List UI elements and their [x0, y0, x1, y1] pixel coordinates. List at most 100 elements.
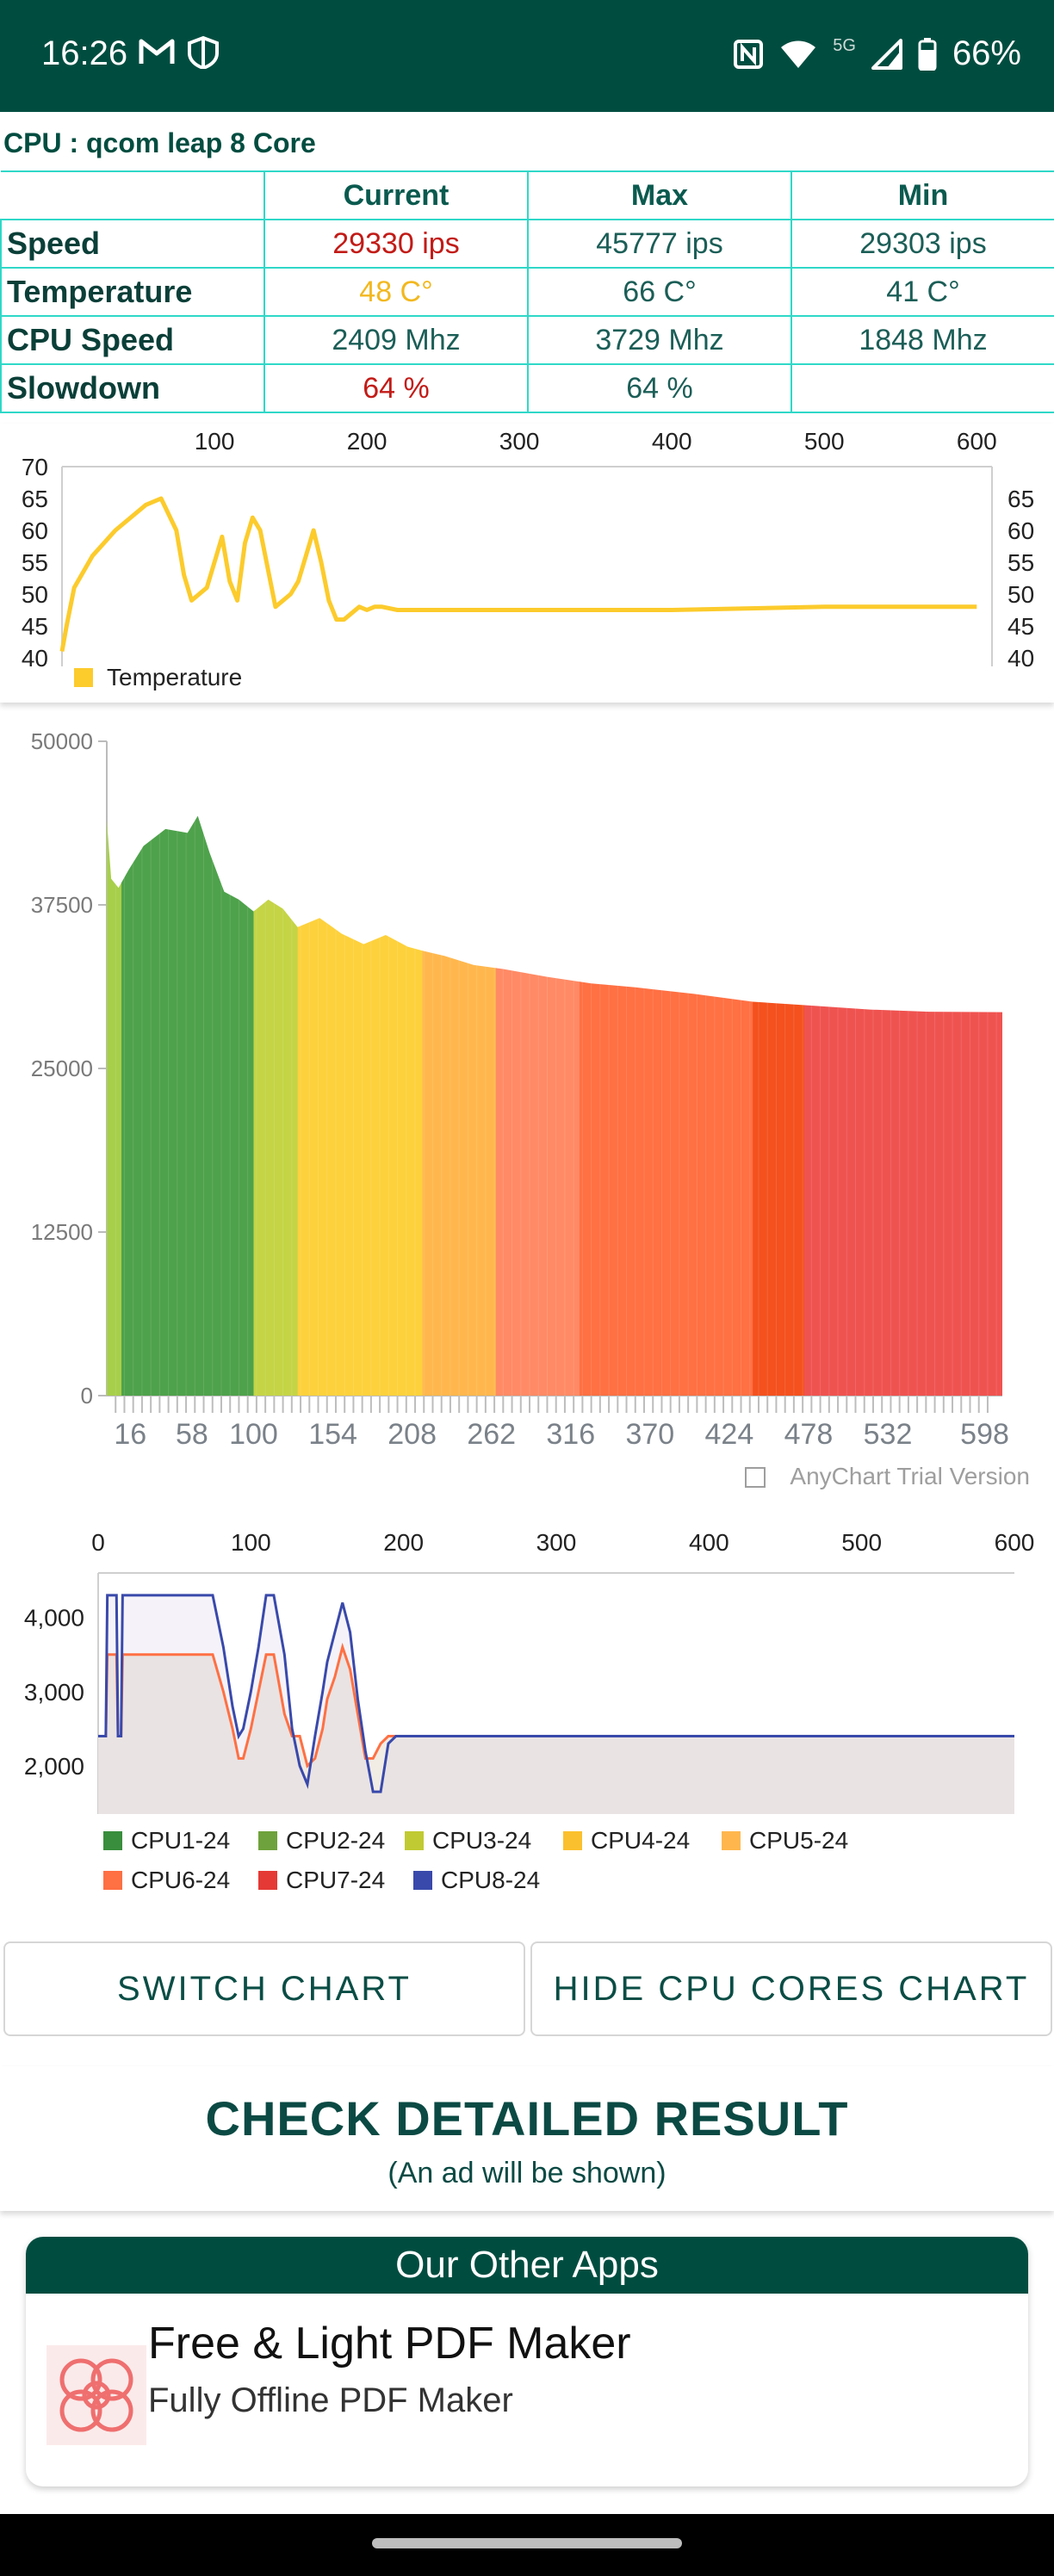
navigation-bar	[0, 2514, 1054, 2576]
temperature-min: 41 C°	[790, 267, 1054, 317]
legend-label: CPU4-24	[591, 1827, 691, 1854]
cpu-speed-max: 3729 Mhz	[527, 315, 792, 365]
home-gesture-handle[interactable]	[372, 2538, 682, 2548]
legend-label: CPU2-24	[286, 1827, 386, 1854]
legend-swatch	[103, 1871, 122, 1890]
legend-item-cpu1-24[interactable]: CPU1-24	[103, 1827, 230, 1855]
temperature-max: 66 C°	[527, 267, 792, 317]
x-tick-label: 400	[689, 1529, 729, 1556]
x-tick-label: 58	[176, 1418, 208, 1451]
legend-swatch	[405, 1831, 424, 1850]
stats-row-temperature: Temperature 48 C° 66 C° 41 C°	[0, 267, 1054, 317]
legend-item-cpu3-24[interactable]: CPU3-24	[405, 1827, 531, 1855]
legend-item-cpu8-24[interactable]: CPU8-24	[413, 1867, 540, 1894]
y-left-tick-label: 50	[22, 581, 48, 608]
stats-table: Current Max Min Speed 29330 ips 45777 ip…	[0, 170, 1054, 413]
slowdown-min	[790, 363, 1054, 413]
temperature-current: 48 C°	[264, 267, 529, 317]
legend-label: CPU8-24	[441, 1867, 541, 1893]
x-tick-label: 478	[784, 1418, 834, 1451]
check-detailed-result-button[interactable]: CHECK DETAILED RESULT (An ad will be sho…	[0, 2066, 1054, 2211]
status-time: 16:26	[41, 34, 128, 72]
legend-swatch	[103, 1831, 122, 1850]
cores-upper-area-fill	[98, 1595, 1014, 1814]
y-left-tick-label: 60	[22, 517, 48, 544]
speed-area-segment-7	[579, 815, 754, 1396]
x-tick-label: 424	[705, 1418, 754, 1451]
x-tick-label: 598	[960, 1418, 1009, 1451]
cpu-speed-current: 2409 Mhz	[264, 315, 529, 365]
check-result-title: CHECK DETAILED RESULT	[205, 2091, 849, 2146]
x-tick-label: 100	[229, 1418, 278, 1451]
app-title: Free & Light PDF Maker	[148, 2319, 631, 2369]
header-current: Current	[264, 170, 529, 220]
speed-area-segment-8	[753, 815, 805, 1396]
y-right-tick-label: 65	[1008, 486, 1034, 512]
status-bar: 16:26 5G 66%	[0, 0, 1054, 112]
stats-row-cpu-speed: CPU Speed 2409 Mhz 3729 Mhz 1848 Mhz	[0, 315, 1054, 365]
speed-current: 29330 ips	[264, 219, 529, 269]
x-tick-label: 262	[467, 1418, 516, 1451]
speed-area-segment-1	[107, 815, 123, 1396]
y-right-tick-label: 55	[1008, 549, 1034, 576]
legend-label: CPU3-24	[432, 1827, 532, 1854]
y-left-tick-label: 55	[22, 549, 48, 576]
x-tick-label: 300	[499, 428, 540, 455]
x-tick-label: 500	[841, 1529, 882, 1556]
y-tick-label: 4,000	[24, 1605, 84, 1632]
speed-area-segment-9	[803, 815, 1002, 1396]
temperature-chart-card: 100 200 300 400 500 600 70 65 60 55 50 45 40 65 60 55 50…	[0, 424, 1054, 703]
x-tick-label: 600	[995, 1529, 1035, 1556]
slowdown-current: 64 %	[264, 363, 529, 413]
status-left-icons	[138, 34, 232, 73]
speed-min: 29303 ips	[790, 219, 1054, 269]
legend-item-cpu7-24[interactable]: CPU7-24	[258, 1867, 385, 1894]
speed-area-group	[107, 815, 1002, 1396]
cpu-cores-chart: 0 100 200 300 400 500 600 4,000 3,000 2,000	[24, 1529, 1035, 1814]
cpu-title: CPU : qcom leap 8 Core	[3, 127, 316, 158]
legend-label: CPU6-24	[131, 1867, 231, 1893]
x-tick-label: 0	[91, 1529, 105, 1556]
cores-area-fill	[98, 1647, 1014, 1814]
y-tick-label: 25000	[31, 1056, 93, 1081]
hide-cpu-cores-chart-button[interactable]: HIDE CPU CORES CHART	[530, 1941, 1052, 2036]
other-apps-header: Our Other Apps	[26, 2237, 1028, 2294]
other-apps-card: Our Other Apps Free & Light PDF Maker Fu…	[26, 2237, 1028, 2486]
switch-chart-button[interactable]: SWITCH CHART	[3, 1941, 525, 2036]
legend-swatch	[563, 1831, 582, 1850]
cores-chart-card: 0 100 200 300 400 500 600 4,000 3,000 2,000	[0, 1520, 1054, 1821]
stats-header-row: Current Max Min	[1, 170, 1054, 220]
battery-icon	[918, 37, 937, 71]
y-left-tick-label: 70	[22, 454, 48, 480]
x-tick-label: 316	[546, 1418, 595, 1451]
nfc-icon	[734, 39, 764, 69]
legend-item-cpu6-24[interactable]: CPU6-24	[103, 1867, 230, 1894]
shield-icon	[188, 35, 219, 71]
x-tick-label: 500	[804, 428, 845, 455]
x-tick-label: 370	[625, 1418, 674, 1451]
gmail-icon	[139, 39, 175, 64]
y-left-tick-label: 65	[22, 486, 48, 512]
legend-label: CPU5-24	[749, 1827, 849, 1854]
wifi-icon	[781, 40, 816, 68]
app-subtitle: Fully Offline PDF Maker	[148, 2381, 513, 2419]
legend-swatch	[258, 1831, 277, 1850]
legend-label: CPU7-24	[286, 1867, 386, 1893]
temperature-chart: 100 200 300 400 500 600 70 65 60 55 50 45 40 65 60 55 50…	[22, 428, 1034, 690]
pdf-maker-app-icon	[46, 2345, 146, 2445]
header-max: Max	[527, 170, 792, 220]
button-row: SWITCH CHART HIDE CPU CORES CHART	[0, 1941, 1054, 2036]
y-right-tick-label: 40	[1008, 645, 1034, 672]
y-right-tick-label: 45	[1008, 613, 1034, 640]
y-right-tick-label: 50	[1008, 581, 1034, 608]
battery-percent: 66%	[952, 34, 1021, 72]
legend-label: CPU1-24	[131, 1827, 231, 1854]
speed-max: 45777 ips	[527, 219, 792, 269]
x-tick-label: 100	[231, 1529, 271, 1556]
y-right-tick-label: 60	[1008, 517, 1034, 544]
speed-chart-card: 50000 37500 25000 12500 0 16 58 100 154 208 262 316…	[0, 719, 1054, 1502]
legend-item-cpu4-24[interactable]: CPU4-24	[563, 1827, 690, 1855]
x-tick-label: 200	[383, 1529, 424, 1556]
legend-item-cpu2-24[interactable]: CPU2-24	[258, 1827, 385, 1855]
legend-item-cpu5-24[interactable]: CPU5-24	[722, 1827, 848, 1855]
